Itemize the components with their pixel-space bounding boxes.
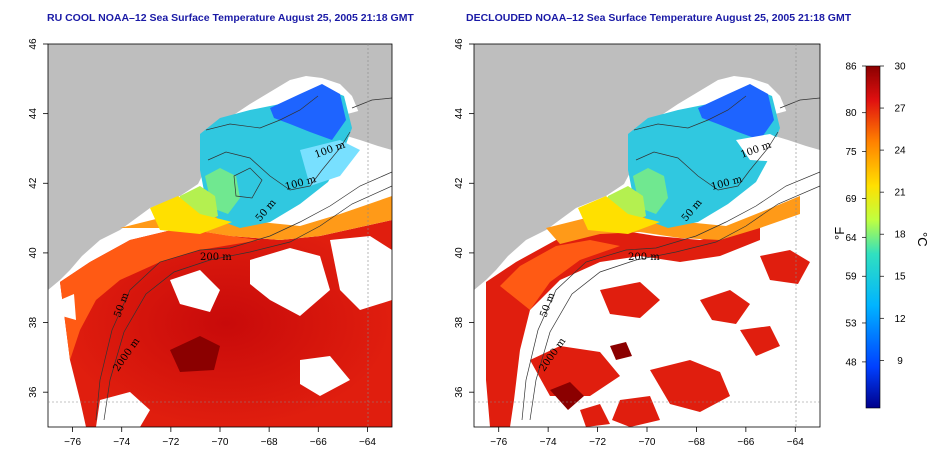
- left-map-title: RU COOL NOAA–12 Sea Surface Temperature …: [47, 12, 414, 24]
- colorbar-f-tick-label: 48: [845, 357, 857, 368]
- colorbar-c-tick-label: 15: [894, 272, 906, 283]
- x-tick-label: −68: [688, 437, 705, 448]
- right-map-panel: [474, 44, 820, 427]
- colorbar-c-label: °C: [915, 232, 930, 247]
- colorbar-f-label: °F: [832, 227, 847, 240]
- land-mass: [48, 44, 392, 290]
- right-map-title: DECLOUDED NOAA–12 Sea Surface Temperatur…: [466, 12, 852, 24]
- x-tick-label: −76: [64, 437, 81, 448]
- land-mass: [474, 44, 820, 290]
- x-tick-label: −66: [737, 437, 754, 448]
- sst-patches: [530, 250, 810, 427]
- x-tick-label: −76: [490, 437, 507, 448]
- colorbar-c-tick-label: 27: [894, 104, 906, 115]
- nova-scotia: [320, 104, 392, 150]
- right-axes: −76 −74 −72 −70 −68 −66 −64 36 38 40 42 44 46: [454, 38, 804, 448]
- left-axes: −76 −74 −72 −70 −68 −66 −64 36 38 40 42 44 46: [28, 38, 376, 448]
- colorbar-f-tick-label: 59: [845, 272, 857, 283]
- y-tick-label: 38: [454, 317, 465, 329]
- colorbar-c-tick-label: 18: [894, 230, 906, 241]
- colorbar-c-ticks: 30 27 24 21 18 15 12 9: [880, 62, 906, 367]
- colorbar: 86 80 75 69 64 59 53 48 30 27 24 21 18 15 12 9 °F °C: [832, 62, 930, 409]
- y-tick-label: 38: [28, 317, 39, 329]
- colorbar-f-tick-label: 86: [845, 62, 857, 73]
- y-tick-label: 40: [454, 247, 465, 259]
- x-tick-label: −72: [162, 437, 179, 448]
- y-tick-label: 44: [28, 108, 39, 120]
- bathymetry-contours: [95, 95, 392, 421]
- y-tick-label: 46: [28, 38, 39, 50]
- x-tick-label: −74: [113, 437, 130, 448]
- colorbar-c-tick-label: 9: [897, 356, 903, 367]
- left-grid: [48, 44, 392, 427]
- cloud-mask: [60, 236, 392, 427]
- colorbar-f-tick-label: 69: [845, 194, 857, 205]
- y-tick-label: 40: [28, 247, 39, 259]
- colorbar-c-tick-label: 21: [894, 188, 906, 199]
- x-tick-label: −70: [639, 437, 656, 448]
- contour-label: 200 m: [628, 252, 660, 263]
- colorbar-f-tick-label: 75: [845, 147, 857, 158]
- colorbar-f-ticks: 86 80 75 69 64 59 53 48: [845, 62, 866, 368]
- x-tick-label: −70: [212, 437, 229, 448]
- colorbar-f-tick-label: 80: [845, 108, 857, 119]
- colorbar-gradient: [865, 65, 881, 409]
- y-tick-label: 42: [28, 177, 39, 189]
- colorbar-f-tick-label: 64: [845, 233, 857, 244]
- colorbar-c-tick-label: 24: [894, 146, 906, 157]
- bathymetry-contours: [521, 95, 820, 421]
- colorbar-c-tick-label: 30: [894, 62, 906, 73]
- x-tick-label: −64: [787, 437, 804, 448]
- right-grid: [474, 44, 820, 427]
- x-tick-label: −72: [589, 437, 606, 448]
- colorbar-f-tick-label: 53: [845, 318, 857, 329]
- y-tick-label: 36: [454, 386, 465, 398]
- x-tick-label: −64: [359, 437, 376, 448]
- x-tick-label: −68: [261, 437, 278, 448]
- y-tick-label: 44: [454, 108, 465, 120]
- nova-scotia: [748, 104, 820, 150]
- y-tick-label: 36: [28, 386, 39, 398]
- x-tick-label: −74: [540, 437, 557, 448]
- y-tick-label: 46: [454, 38, 465, 50]
- left-map-panel: [48, 44, 392, 427]
- colorbar-c-tick-label: 12: [894, 314, 906, 325]
- contour-label: 200 m: [200, 252, 232, 263]
- x-tick-label: −66: [310, 437, 327, 448]
- y-tick-label: 42: [454, 177, 465, 189]
